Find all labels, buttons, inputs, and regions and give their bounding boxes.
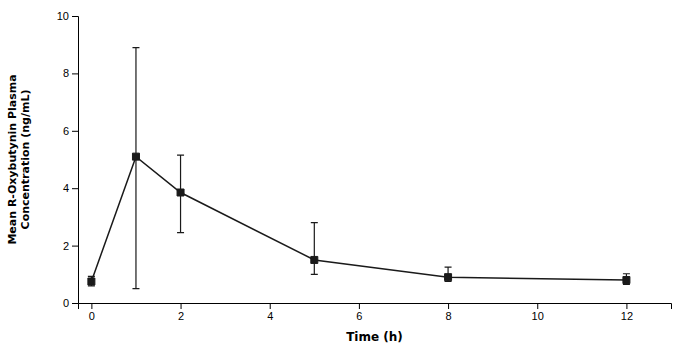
tick-mark <box>270 303 271 309</box>
axis-line <box>79 304 672 310</box>
tick-label: 4 <box>267 310 273 322</box>
tick: 8 <box>63 67 78 79</box>
y-axis-title-line: Mean R-Oxybutynin Plasma <box>6 74 19 244</box>
tick-mark <box>91 303 92 309</box>
tick: 4 <box>63 182 78 194</box>
series <box>88 48 630 289</box>
error-bar <box>445 267 452 281</box>
tick-label: 10 <box>532 310 544 322</box>
tick-mark <box>72 188 78 189</box>
tick-label: 6 <box>63 125 69 137</box>
tick-label: 2 <box>178 310 184 322</box>
tick-mark <box>72 246 78 247</box>
tick: 10 <box>57 10 78 22</box>
tick: 2 <box>178 303 184 322</box>
tick-label: 8 <box>446 310 452 322</box>
tick: 6 <box>63 125 78 137</box>
marker <box>132 153 139 160</box>
error-bar <box>177 155 184 232</box>
tick-label: 4 <box>63 182 69 194</box>
tick-label: 10 <box>57 10 69 22</box>
marker <box>88 278 95 285</box>
y-axis: 0 2 4 6 8 10 <box>57 10 79 309</box>
tick: 12 <box>621 303 633 322</box>
marker <box>445 274 452 281</box>
tick-mark <box>537 303 538 309</box>
tick-label: 0 <box>63 297 69 309</box>
tick-label: 6 <box>356 310 362 322</box>
tick-label: 12 <box>621 310 633 322</box>
x-axis: 0 2 4 6 8 10 12 <box>79 303 672 322</box>
tick: 8 <box>446 303 452 322</box>
marker <box>623 277 630 284</box>
tick-mark <box>72 303 78 304</box>
tick-label: 2 <box>63 240 69 252</box>
marker <box>177 189 184 196</box>
tick: 6 <box>356 303 362 322</box>
tick-mark <box>72 73 78 74</box>
tick-mark <box>181 303 182 309</box>
axis-line <box>72 17 79 304</box>
error-bar <box>88 276 95 285</box>
tick-mark <box>626 303 627 309</box>
chart: 0 2 4 6 8 10 12 0 2 4 6 8 10 Time (h) Mean R-Oxybutyni… <box>0 0 693 349</box>
tick: 10 <box>532 303 544 322</box>
y-axis-title: Mean R-Oxybutynin PlasmaConcentration (n… <box>6 74 32 244</box>
error-bar <box>132 48 139 289</box>
tick-mark <box>72 131 78 132</box>
tick-label: 8 <box>63 67 69 79</box>
tick: 0 <box>63 297 78 309</box>
error-bar <box>623 274 630 285</box>
tick-label: 0 <box>89 310 95 322</box>
marker <box>311 256 318 263</box>
line <box>91 157 626 282</box>
plot-area: 0 2 4 6 8 10 12 0 2 4 6 8 10 <box>57 10 672 322</box>
tick: 4 <box>267 303 273 322</box>
tick: 2 <box>63 240 78 252</box>
x-axis-title: Time (h) <box>346 330 403 344</box>
error-bar <box>311 223 318 275</box>
tick-mark <box>359 303 360 309</box>
tick: 0 <box>89 303 95 322</box>
tick-mark <box>72 16 78 17</box>
tick-mark <box>448 303 449 309</box>
y-axis-title-line: Concentration (ng/mL) <box>19 90 32 230</box>
